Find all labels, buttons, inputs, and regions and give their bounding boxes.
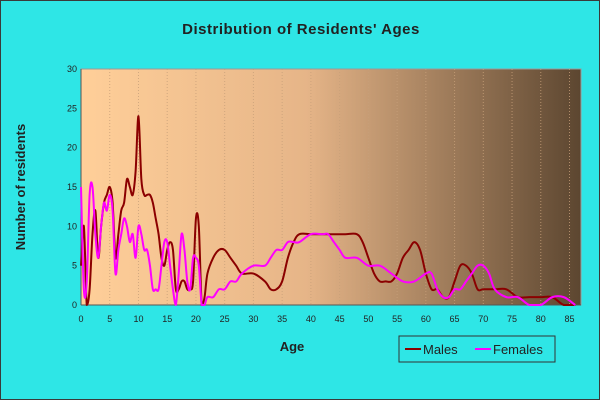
x-tick-label: 85 <box>564 314 574 324</box>
series-line-females <box>80 181 576 307</box>
x-tick-label: 20 <box>191 314 201 324</box>
legend: Males Females <box>398 335 556 363</box>
y-tick-label: 5 <box>72 261 77 271</box>
chart-title: Distribution of Residents' Ages <box>182 21 420 38</box>
x-tick-label: 65 <box>450 314 460 324</box>
x-tick-labels: 0 5 10 15 20 25 30 35 40 45 50 55 60 65 70 75 80 85 <box>78 314 574 324</box>
x-tick-label: 10 <box>133 314 143 324</box>
x-tick-label: 70 <box>478 314 488 324</box>
x-tick-label: 35 <box>277 314 287 324</box>
x-tick-label: 45 <box>335 314 345 324</box>
y-tick-label: 15 <box>67 182 77 192</box>
x-tick-label: 50 <box>363 314 373 324</box>
legend-label-males: Males <box>423 342 458 357</box>
plot-area <box>80 68 582 306</box>
x-tick-label: 80 <box>536 314 546 324</box>
y-tick-label: 25 <box>67 103 77 113</box>
x-tick-label: 5 <box>107 314 112 324</box>
x-tick-label: 40 <box>306 314 316 324</box>
x-tick-label: 55 <box>392 314 402 324</box>
y-tick-label: 10 <box>67 221 77 231</box>
y-tick-label: 20 <box>67 143 77 153</box>
y-tick-label: 30 <box>67 64 77 74</box>
legend-label-females: Females <box>493 342 543 357</box>
x-tick-label: 60 <box>421 314 431 324</box>
y-tick-labels: 0 5 10 15 20 25 30 <box>67 64 77 310</box>
series-group <box>80 115 576 307</box>
x-axis-title: Age <box>280 339 305 354</box>
x-tick-label: 25 <box>220 314 230 324</box>
x-tick-label: 30 <box>248 314 258 324</box>
x-tick-label: 15 <box>162 314 172 324</box>
y-tick-label: 0 <box>72 300 77 310</box>
grid-lines <box>109 69 571 305</box>
x-tick-label: 75 <box>507 314 517 324</box>
x-tick-label: 0 <box>78 314 83 324</box>
y-axis-title: Number of residents <box>13 124 28 250</box>
